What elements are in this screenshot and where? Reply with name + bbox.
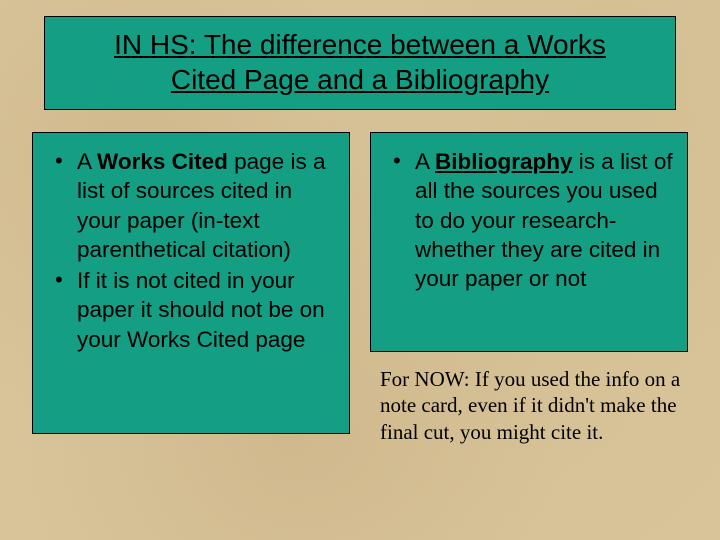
left-column: A Works Cited page is a list of sources …	[32, 132, 350, 445]
text-bold-underlined: Bibliography	[435, 149, 573, 174]
text-body: If it is not cited in your paper it shou…	[77, 268, 325, 352]
right-column: A Bibliography is a list of all the sour…	[370, 132, 688, 445]
list-item: A Works Cited page is a list of sources …	[51, 147, 337, 264]
text-prefix: A	[415, 149, 435, 174]
title-line-1: IN HS: The difference between a Works	[114, 29, 606, 60]
slide: IN HS: The difference between a Works Ci…	[0, 0, 720, 540]
list-item: If it is not cited in your paper it shou…	[51, 266, 337, 354]
bibliography-box: A Bibliography is a list of all the sour…	[370, 132, 688, 352]
works-cited-list: A Works Cited page is a list of sources …	[45, 147, 337, 354]
columns: A Works Cited page is a list of sources …	[28, 132, 692, 445]
title-box: IN HS: The difference between a Works Ci…	[44, 16, 676, 110]
footer-note: For NOW: If you used the info on a note …	[370, 352, 688, 445]
title-line-2: Cited Page and a Bibliography	[171, 64, 549, 95]
list-item: A Bibliography is a list of all the sour…	[389, 147, 675, 293]
text-prefix: A	[77, 149, 97, 174]
bibliography-list: A Bibliography is a list of all the sour…	[383, 147, 675, 293]
text-bold: Works Cited	[97, 149, 228, 174]
slide-title: IN HS: The difference between a Works Ci…	[69, 27, 651, 97]
works-cited-box: A Works Cited page is a list of sources …	[32, 132, 350, 434]
